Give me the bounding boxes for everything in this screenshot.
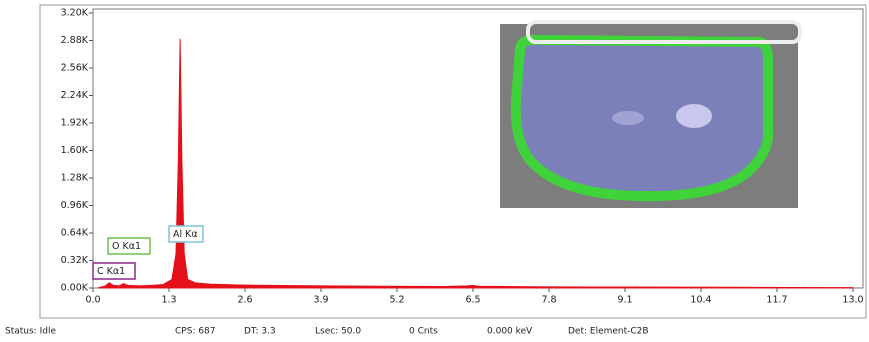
x-tick-label: 3.9	[313, 295, 328, 306]
y-tick-label: 1.60K	[61, 145, 89, 156]
y-tick-label: 3.20K	[61, 8, 89, 19]
x-tick-label: 0.0	[85, 295, 100, 306]
y-tick-label: 0.00K	[61, 283, 89, 294]
x-tick-label: 7.8	[541, 295, 556, 306]
page: {"chart_data": {"type": "area", "x": [0.…	[0, 0, 869, 342]
status-item: DT: 3.3	[244, 327, 276, 337]
y-tick-label: 0.96K	[61, 200, 89, 211]
x-tick-label: 9.1	[617, 295, 632, 306]
peak-label: Al Kα	[173, 229, 198, 240]
x-tick-label: 6.5	[465, 295, 480, 306]
y-tick-label: 0.64K	[61, 228, 89, 239]
x-tick-label: 1.3	[161, 295, 176, 306]
x-tick-label: 2.6	[237, 295, 252, 306]
y-tick-label: 2.88K	[61, 35, 89, 46]
status-item: Det: Element-C2B	[568, 327, 649, 337]
peak-label: O Kα1	[112, 241, 141, 252]
status-item: Lsec: 50.0	[315, 327, 361, 337]
y-tick-label: 2.24K	[61, 90, 89, 101]
status-item: Status: Idle	[5, 327, 56, 337]
y-tick-label: 0.32K	[61, 255, 89, 266]
status-item: 0.000 keV	[487, 327, 533, 337]
y-tick-label: 1.28K	[61, 173, 89, 184]
status-bar: Status: Idle CPS: 687 DT: 3.3 Lsec: 50.0 0 C…	[5, 327, 649, 337]
peak-label: C Kα1	[97, 266, 125, 277]
x-tick-label: 11.7	[766, 295, 787, 306]
x-tick-label: 5.2	[389, 295, 404, 306]
y-tick-label: 1.92K	[61, 118, 89, 129]
x-tick-label: 10.4	[690, 295, 711, 306]
chart: Status: Idle CPS: 687 DT: 3.3 Lsec: 50.0 0 C…	[0, 0, 869, 342]
status-item: 0 Cnts	[409, 327, 438, 337]
inset-image	[500, 22, 800, 208]
y-tick-label: 2.56K	[61, 63, 89, 74]
x-tick-label: 13.0	[842, 295, 863, 306]
status-item: CPS: 687	[175, 327, 216, 337]
